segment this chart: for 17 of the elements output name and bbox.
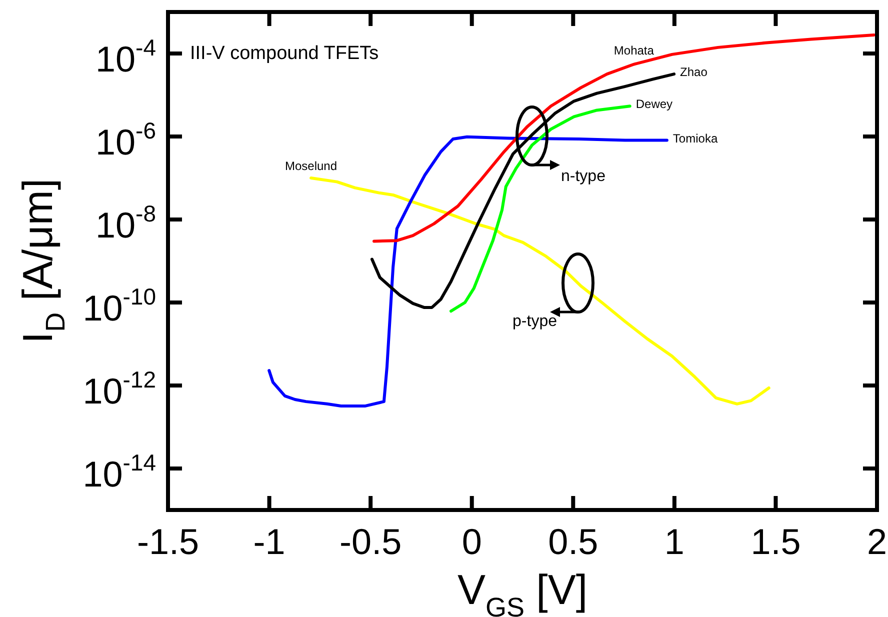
x-tick-label: 1.5 xyxy=(750,521,801,562)
annotation: n-type xyxy=(561,168,606,186)
x-tick-label: 0.5 xyxy=(548,521,598,562)
y-axis-title: ID [A/μm] xyxy=(14,178,71,344)
x-tick-label: 1 xyxy=(664,521,684,562)
annotation: p-type xyxy=(512,313,557,331)
x-tick-label: 0 xyxy=(462,521,482,562)
series-label: Tomioka xyxy=(672,131,718,146)
series-label: Mohata xyxy=(614,43,654,58)
x-tick-label: 2 xyxy=(866,521,888,562)
series-label: Dewey xyxy=(636,97,673,112)
x-tick-label: -1.5 xyxy=(136,521,200,562)
series-label: Zhao xyxy=(680,65,708,80)
series-label: Moselund xyxy=(285,159,338,173)
text: III-V compound TFETs xyxy=(190,43,379,64)
x-tick-label: -1 xyxy=(253,521,286,562)
x-tick-label: -0.5 xyxy=(340,521,402,562)
